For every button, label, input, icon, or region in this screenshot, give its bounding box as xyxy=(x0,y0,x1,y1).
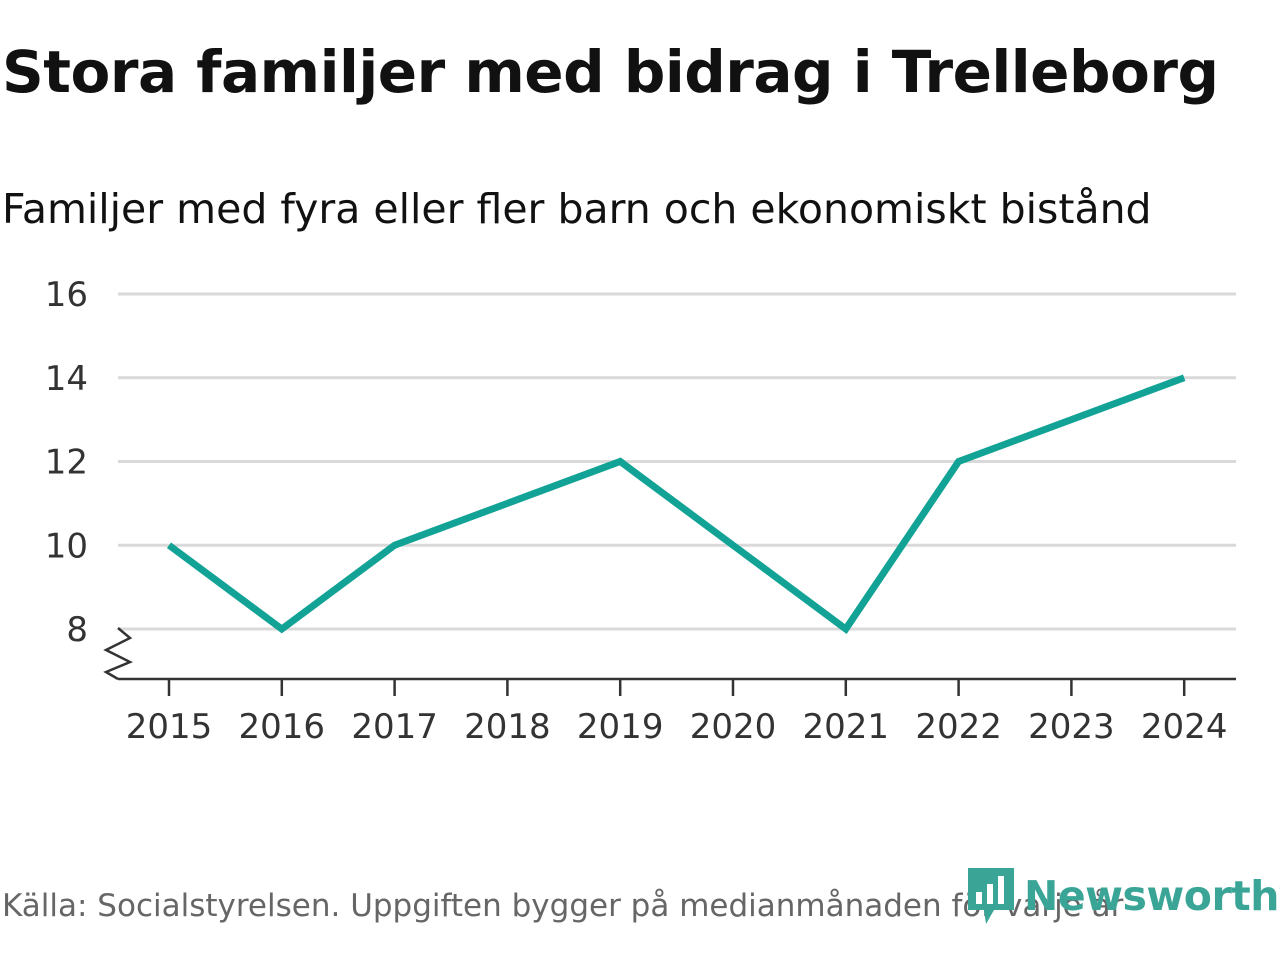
y-tick-label: 14 xyxy=(45,359,88,399)
x-tick-label: 2023 xyxy=(1028,707,1115,747)
series-line xyxy=(166,374,1186,634)
newsworthy-logo-text: Newsworthy xyxy=(1024,872,1280,920)
x-tick-label: 2020 xyxy=(690,707,777,747)
source-note: Källa: Socialstyrelsen. Uppgiften bygger… xyxy=(2,888,1124,924)
chart-subtitle: Familjer med fyra eller fler barn och ek… xyxy=(2,185,1152,233)
newsworthy-logo: Newsworthy xyxy=(964,864,1280,928)
series-line-group xyxy=(166,374,1186,634)
x-tick-label: 2017 xyxy=(351,707,438,747)
x-tick-label: 2018 xyxy=(464,707,551,747)
x-axis-ticks: 2015 2016 2017 2018 2019 2020 2021 2022 2023 2024 xyxy=(126,679,1228,747)
chart-title: Stora familjer med bidrag i Trelleborg xyxy=(2,38,1219,106)
x-tick-label: 2021 xyxy=(803,707,890,747)
y-tick-label: 16 xyxy=(45,275,88,315)
x-tick-label: 2016 xyxy=(239,707,326,747)
gridlines xyxy=(118,292,1236,631)
newsworthy-logo-icon xyxy=(968,868,1014,924)
x-tick-label: 2022 xyxy=(915,707,1002,747)
axis-break-icon xyxy=(103,627,134,681)
x-axis xyxy=(103,627,1236,681)
y-tick-label: 10 xyxy=(45,526,88,566)
x-tick-label: 2024 xyxy=(1141,707,1228,747)
x-tick-label: 2019 xyxy=(577,707,664,747)
y-tick-label: 12 xyxy=(45,443,88,483)
y-axis-ticks: 8 10 12 14 16 xyxy=(45,275,88,650)
y-tick-label: 8 xyxy=(66,610,88,650)
x-tick-label: 2015 xyxy=(126,707,213,747)
